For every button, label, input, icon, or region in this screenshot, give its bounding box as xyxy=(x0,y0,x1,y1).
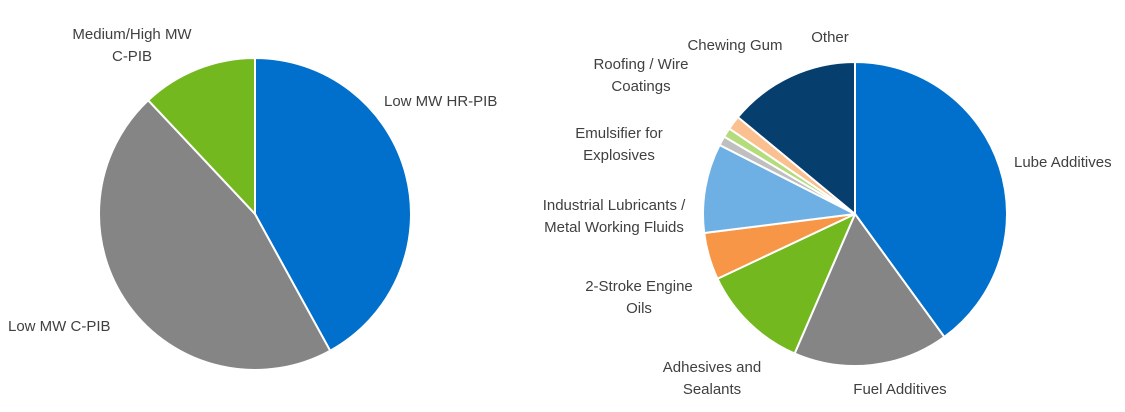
slice-label-industrial-lubricants-metal-working-fluids: Industrial Lubricants / Metal Working Flu… xyxy=(543,197,686,236)
slice-label-line: C-PIB xyxy=(112,48,152,65)
pie-slice-other xyxy=(736,61,856,215)
slice-label-line: Sealants xyxy=(683,381,741,398)
pie-slice-medium-high-mw-c-pib xyxy=(147,57,256,215)
pie-chart-1: Low MW HR-PIB Low MW C-PIB Medium/High MW C… xyxy=(8,26,497,371)
pie-slice-adhesives-and-sealants xyxy=(716,213,856,355)
slice-label-emulsifier-for-explosives: Emulsifier for Explosives xyxy=(575,125,663,164)
slice-label-line: Coatings xyxy=(611,78,670,95)
slice-label-line: Oils xyxy=(626,300,652,317)
pie-slice-fuel-additives xyxy=(793,213,946,367)
slice-label-line: Lube Additives xyxy=(1014,154,1112,171)
slice-label-low-mw-c-pib: Low MW C-PIB xyxy=(8,318,111,335)
pie-slice-low-mw-c-pib xyxy=(98,99,332,371)
slice-label-roofing-wire-coatings: Roofing / Wire Coatings xyxy=(593,56,688,95)
pie-slice-industrial-lubricants-metal-working-fluids xyxy=(702,143,856,235)
slice-label-line: Adhesives and xyxy=(663,359,761,376)
slice-label-adhesives-and-sealants: Adhesives and Sealants xyxy=(663,359,761,398)
slice-label-line: Chewing Gum xyxy=(687,37,782,54)
slice-label-fuel-additives: Fuel Additives xyxy=(853,381,946,398)
slice-label-chewing-gum: Chewing Gum xyxy=(687,37,782,54)
slice-label-line: Explosives xyxy=(583,147,655,164)
slice-label-line: 2-Stroke Engine xyxy=(585,278,693,295)
slice-label-line: Emulsifier for xyxy=(575,125,663,142)
slice-label-line: Roofing / Wire xyxy=(593,56,688,73)
slice-label-line: Industrial Lubricants / xyxy=(543,197,686,214)
slice-label-2-stroke-engine-oils: 2-Stroke Engine Oils xyxy=(585,278,693,317)
pie-slice-lube-additives xyxy=(854,61,1008,338)
slice-label-line: Low MW C-PIB xyxy=(8,318,111,335)
pie-slice-low-mw-hr-pib xyxy=(254,57,412,352)
pie-chart-2: Lube Additives Fuel Additives Adhesives an… xyxy=(543,29,1112,398)
slice-label-medium-high-mw-c-pib: Medium/High MW C-PIB xyxy=(72,26,192,65)
slice-label-lube-additives: Lube Additives xyxy=(1014,154,1112,171)
slice-label-other: Other xyxy=(811,29,849,46)
slice-label-line: Fuel Additives xyxy=(853,381,946,398)
slice-label-low-mw-hr-pib: Low MW HR-PIB xyxy=(384,93,497,110)
slice-label-line: Low MW HR-PIB xyxy=(384,93,497,110)
slice-label-line: Metal Working Fluids xyxy=(544,219,684,236)
slice-label-line: Medium/High MW xyxy=(72,26,192,43)
slice-label-line: Other xyxy=(811,29,849,46)
